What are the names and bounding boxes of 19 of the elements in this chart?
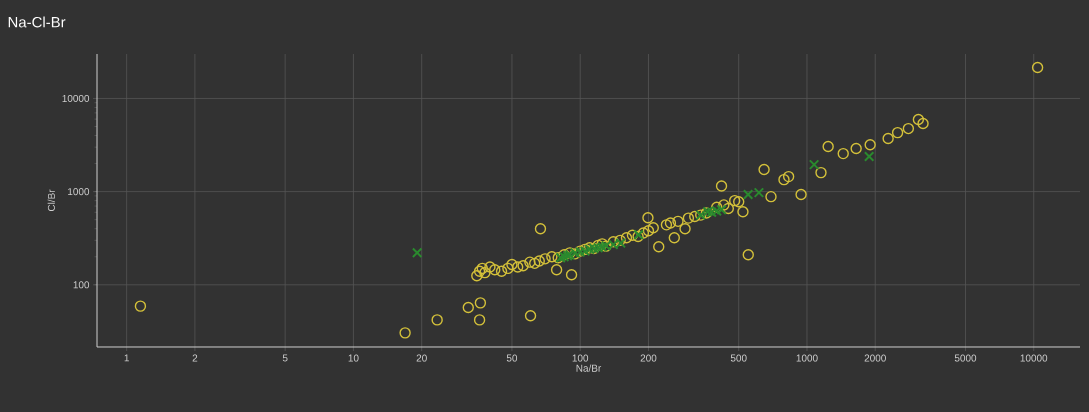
y-tick-label: 1000: [68, 188, 90, 196]
x-tick-label: 5000: [954, 354, 977, 362]
y-axis-title: Cl/Br: [47, 189, 55, 212]
x-tick-label: 2000: [864, 354, 886, 362]
x-tick-label: 500: [730, 354, 747, 362]
x-tick-label: 2: [192, 354, 198, 362]
y-tick-label: 100: [73, 281, 90, 289]
x-tick-label: 100: [572, 354, 589, 362]
y-tick-label: 10000: [62, 94, 90, 102]
x-tick-label: 1000: [796, 354, 818, 362]
x-tick-label: 50: [506, 354, 518, 362]
x-tick-label: 5: [282, 354, 288, 362]
x-tick-label: 200: [640, 354, 657, 362]
x-axis-title: Na/Br: [576, 364, 602, 372]
x-tick-label: 10000: [1020, 354, 1048, 362]
x-tick-label: 1: [124, 354, 129, 362]
chart-title: Na-Cl-Br: [8, 16, 66, 28]
x-tick-label: 20: [416, 354, 427, 362]
x-tick-label: 10: [348, 354, 359, 362]
